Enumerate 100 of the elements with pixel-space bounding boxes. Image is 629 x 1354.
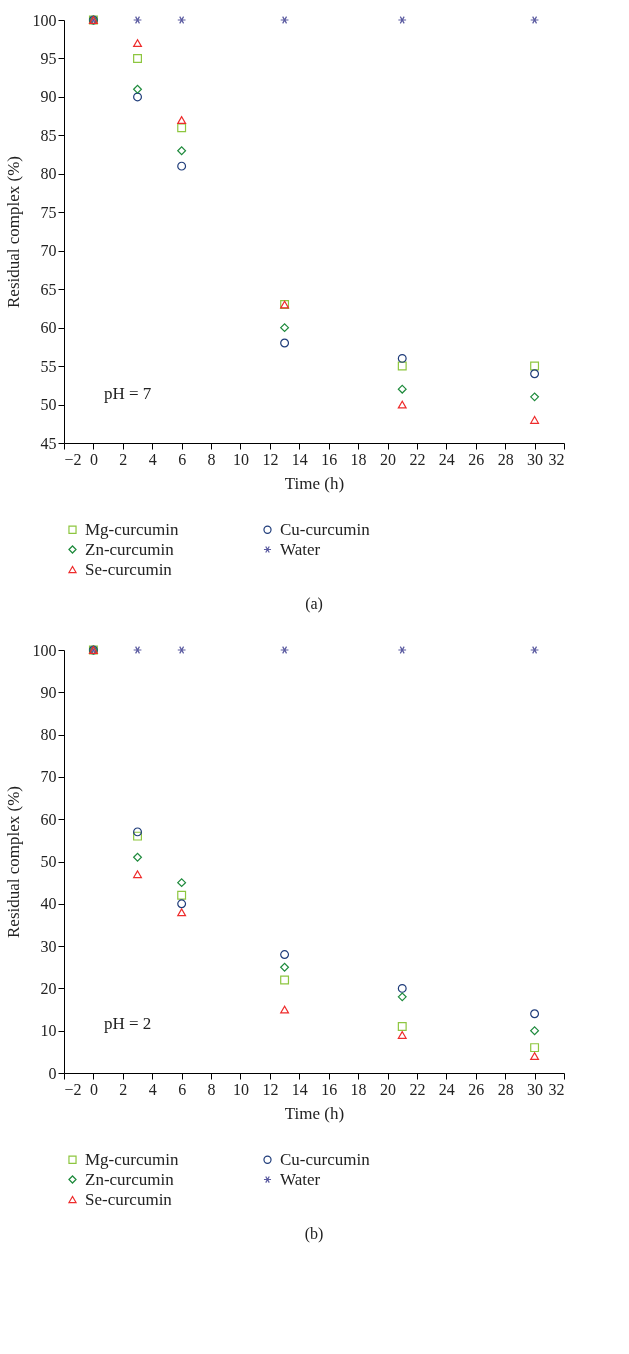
point: [280, 975, 290, 985]
point: [133, 646, 142, 654]
point: [397, 992, 407, 1002]
point: [177, 123, 187, 133]
y-tick-label: 10: [40, 1022, 57, 1040]
point: [280, 338, 290, 348]
x-tick-label: 26: [468, 450, 485, 468]
y-tick-label: 90: [40, 88, 57, 106]
y-tick-label: 50: [40, 396, 57, 414]
point: [397, 400, 407, 409]
x-tick-label: 6: [178, 1080, 187, 1098]
point: [397, 983, 407, 993]
y-tick-label: 40: [40, 895, 57, 913]
point: [177, 161, 187, 171]
point: [280, 16, 290, 24]
x-tick-label: −2: [64, 450, 82, 468]
y-tick-label: 0: [48, 1064, 57, 1082]
point: [397, 361, 407, 371]
x-tick-label: 14: [291, 450, 308, 468]
x-tick-label: 2: [119, 1080, 128, 1098]
point: [133, 16, 142, 24]
point: [133, 870, 142, 879]
y-tick-label: 100: [32, 11, 57, 29]
point: [177, 890, 187, 900]
point: [177, 878, 187, 888]
x-tick-label: 10: [232, 450, 249, 468]
x-tick-label: 12: [262, 450, 279, 468]
point: [177, 116, 187, 124]
x-tick-label: 28: [497, 1080, 514, 1098]
legend-label: Se-curcumin: [85, 1189, 173, 1209]
point: [177, 16, 187, 24]
legend-label: Se-curcumin: [85, 559, 173, 579]
x-tick-label: 14: [291, 1080, 308, 1098]
x-tick-label: 2: [119, 450, 128, 468]
annotation: pH = 2: [104, 1014, 152, 1033]
point: [280, 323, 290, 333]
x-tick-label: 10: [232, 1080, 249, 1098]
x-tick-label: 24: [438, 1080, 455, 1098]
x-tick-label: 30: [527, 1080, 544, 1098]
y-tick-label: 50: [40, 853, 57, 870]
point: [530, 392, 540, 402]
x-tick-label: 4: [148, 450, 157, 468]
y-tick-label: 95: [40, 49, 57, 67]
point: [397, 384, 407, 394]
text: (b): [304, 1225, 324, 1243]
y-tick-label: 90: [40, 683, 57, 701]
y-tick-label: 70: [40, 242, 57, 260]
legend-label: Cu-curcumin: [280, 519, 371, 539]
x-tick-label: 12: [262, 1080, 279, 1098]
x-tick-label: 16: [321, 1080, 338, 1098]
point: [280, 950, 290, 960]
point: [133, 827, 142, 837]
point: [397, 1022, 407, 1031]
point: [177, 908, 187, 917]
point: [530, 361, 540, 371]
point: [397, 353, 407, 363]
legend-label: Cu-curcumin: [280, 1149, 371, 1169]
y-tick-label: 20: [40, 979, 57, 997]
x-tick-label: 32: [548, 1080, 565, 1098]
annotation: pH = 7: [104, 384, 152, 403]
point: [530, 1009, 540, 1019]
legend-label: Water: [280, 1169, 321, 1189]
y-tick-label: 80: [40, 165, 57, 183]
point: [133, 84, 142, 94]
x-tick-label: 6: [178, 450, 187, 468]
point: [177, 646, 187, 654]
y-tick-label: 45: [40, 434, 57, 452]
point: [530, 369, 540, 379]
y-axis-title: Residual complex (%): [3, 785, 23, 939]
x-tick-label: 8: [207, 450, 216, 468]
point: [530, 415, 540, 424]
x-tick-label: 18: [350, 450, 367, 468]
y-axis-title: Residual complex (%): [3, 155, 23, 309]
point: [530, 646, 540, 654]
y-tick-label: 100: [32, 641, 57, 659]
y-tick-label: 55: [40, 357, 57, 375]
point: [177, 899, 187, 909]
point: [133, 39, 142, 48]
y-tick-label: 75: [40, 203, 57, 221]
x-tick-label: 32: [548, 450, 565, 468]
y-tick-label: 65: [40, 280, 57, 298]
point: [280, 646, 290, 654]
x-tick-label: 18: [350, 1080, 367, 1098]
x-tick-label: 24: [438, 450, 455, 468]
x-tick-label: −2: [64, 1080, 82, 1098]
point: [397, 1030, 407, 1039]
x-axis-title: Time (h): [284, 1103, 345, 1123]
y-tick-label: 30: [40, 937, 57, 955]
x-tick-label: 30: [527, 450, 544, 468]
x-tick-label: 4: [148, 1080, 157, 1098]
x-tick-label: 22: [409, 1080, 426, 1098]
point: [133, 831, 142, 841]
legend-label: Mg-curcumin: [85, 1149, 179, 1169]
point: [133, 92, 142, 102]
y-tick-label: 60: [40, 810, 57, 828]
legend-label: Zn-curcumin: [85, 1169, 175, 1189]
point: [133, 852, 142, 862]
x-tick-label: 0: [89, 1080, 98, 1098]
text: (a): [305, 595, 323, 613]
x-tick-label: 16: [321, 450, 338, 468]
